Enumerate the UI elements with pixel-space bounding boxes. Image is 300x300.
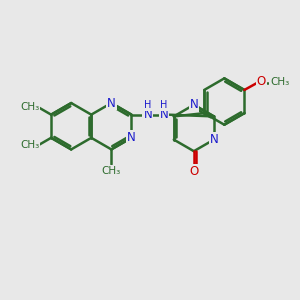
- Text: CH₃: CH₃: [102, 166, 121, 176]
- Text: CH₃: CH₃: [270, 77, 290, 87]
- Text: H: H: [160, 100, 168, 110]
- Text: O: O: [189, 165, 199, 178]
- Text: N: N: [160, 108, 169, 121]
- Text: N: N: [210, 133, 218, 146]
- Text: N: N: [190, 98, 198, 111]
- Text: N: N: [107, 97, 116, 110]
- Text: CH₃: CH₃: [20, 102, 40, 112]
- Text: O: O: [257, 75, 266, 88]
- Text: N: N: [143, 108, 152, 121]
- Text: N: N: [127, 131, 136, 144]
- Text: CH₃: CH₃: [20, 140, 40, 150]
- Text: H: H: [144, 100, 152, 110]
